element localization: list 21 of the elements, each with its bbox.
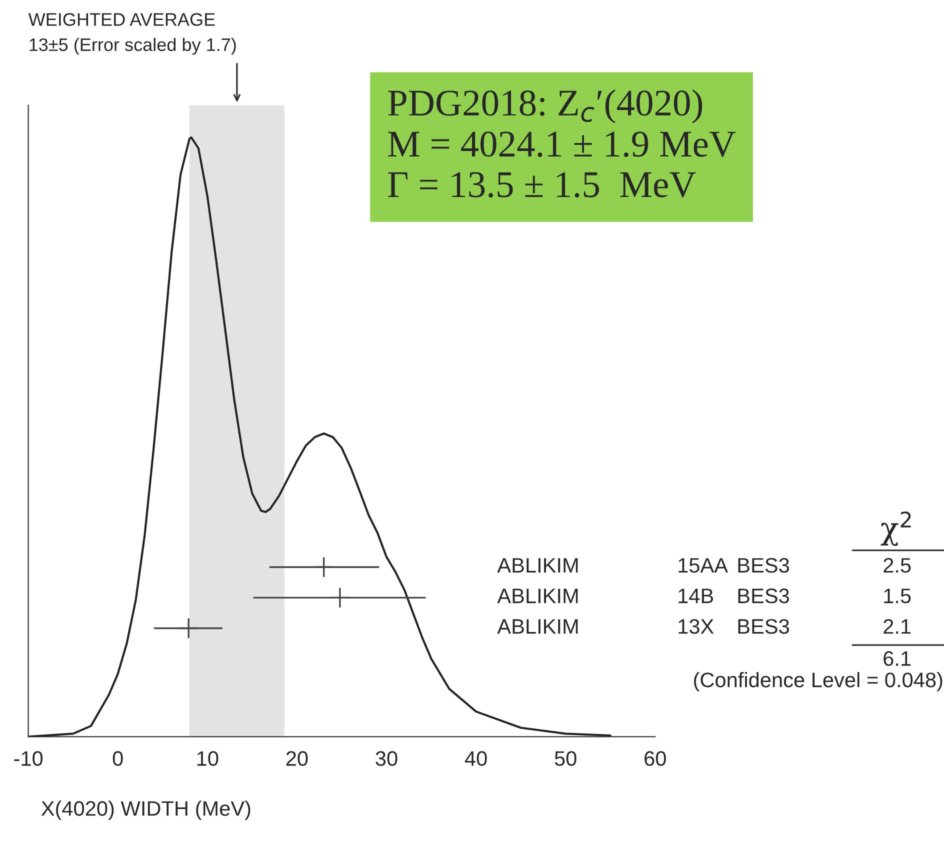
text: ABLIKIM 15AA BES3 (497, 558, 789, 573)
text: (Confidence Level = 0.048) (694, 672, 942, 692)
text: 2.5 (884, 558, 911, 573)
text: 1.5 (884, 588, 911, 604)
x-tick-label: 30 (376, 751, 398, 766)
chart-subtitle: 13±5 (Error scaled by 1.7) (30, 38, 236, 55)
annotation: PDG2018: Z$_{c}$′(4020) M = 4024.1 ± 1.9 MeV Γ = 13.5 ± 1.5 MeV (388, 89, 736, 198)
x-axis-title: X(4020) WIDTH (MeV) (41, 800, 250, 820)
x-tick-label: -10 (14, 751, 43, 766)
x-tick-label: 40 (464, 751, 487, 766)
text: ABLIKIM 13X BES3 (497, 619, 789, 634)
chart-title: WEIGHTED AVERAGE (28, 13, 215, 26)
text: 6.1 (884, 651, 911, 666)
text: χ$^{2}$ (880, 512, 911, 546)
x-tick-label: 10 (197, 751, 218, 766)
text: ABLIKIM 14B BES3 (497, 588, 789, 604)
x-tick-label: 50 (554, 751, 576, 766)
text: 2.1 (884, 619, 911, 634)
x-tick-label: 0 (112, 751, 123, 766)
x-tick-label: 20 (286, 751, 308, 766)
x-tick-label: 60 (644, 751, 666, 766)
